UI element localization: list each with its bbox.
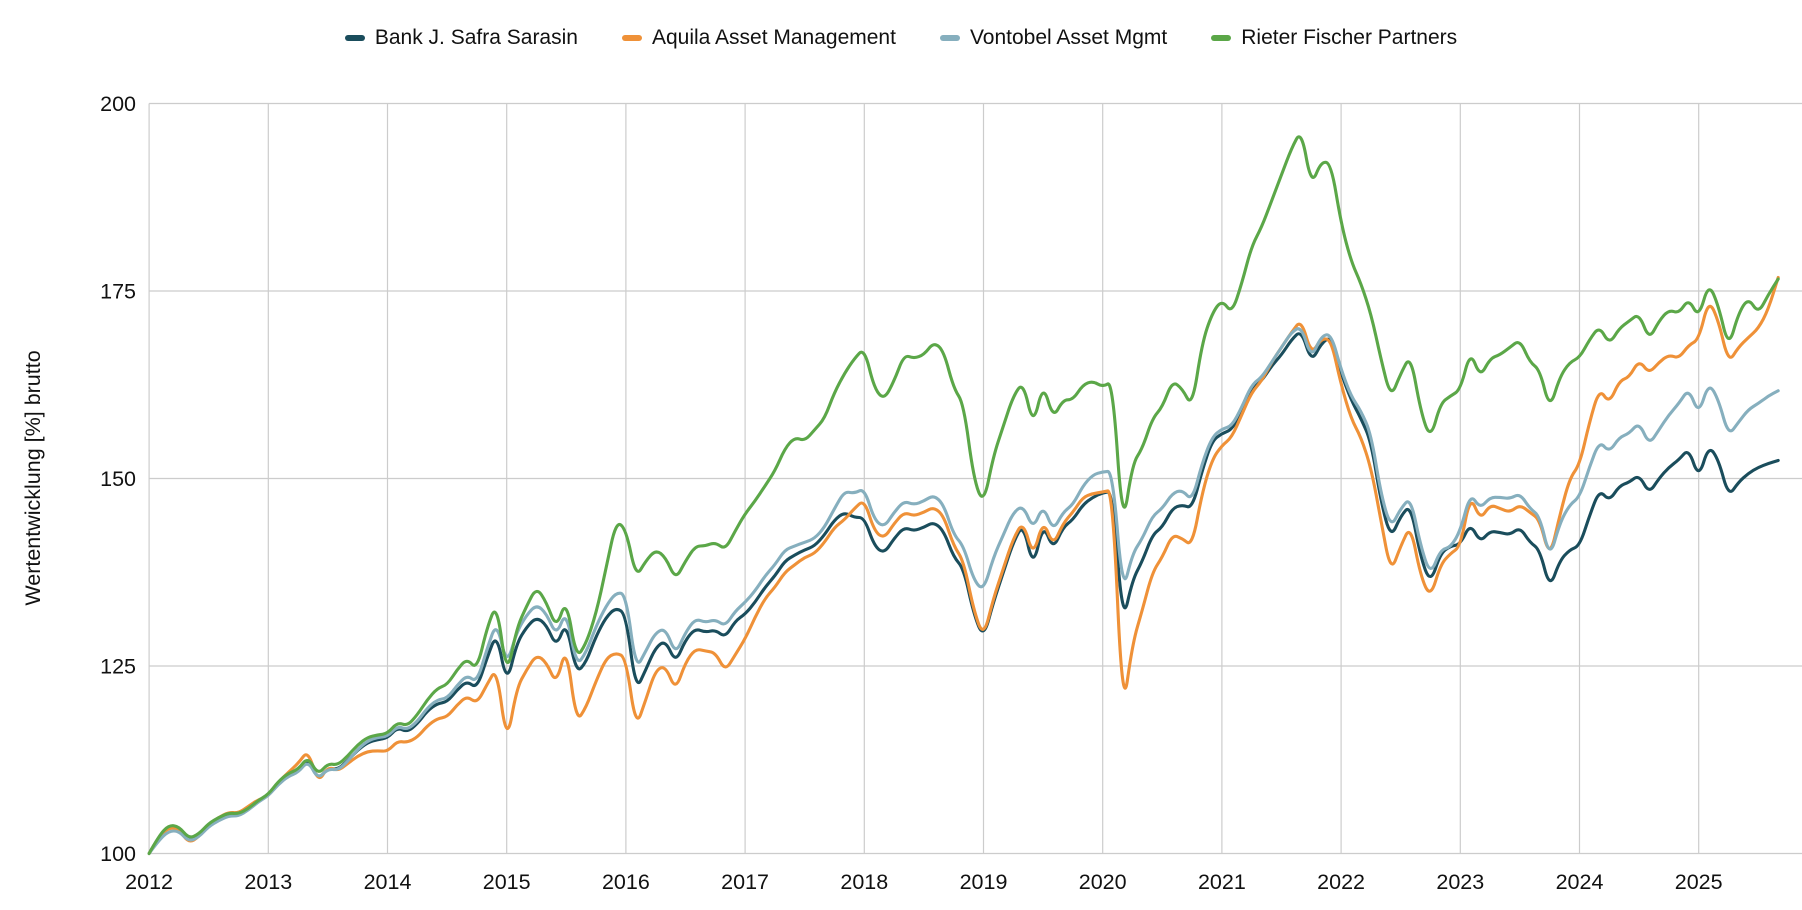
series-lines — [147, 135, 1780, 856]
legend-swatch-icon — [939, 35, 960, 41]
legend-swatch-icon — [1211, 35, 1232, 41]
legend-item-aquila-asset-management[interactable]: Aquila Asset Management — [621, 26, 896, 50]
legend-label: Bank J. Safra Sarasin — [374, 26, 578, 49]
x-tick-label: 2013 — [244, 870, 292, 894]
axis-labels: 100 125 150 175 200 2012 2013 2014 2015 2016 2017 2… — [100, 92, 1723, 894]
series-line-rieter-fischer-partners — [147, 135, 1780, 856]
y-tick-label: 150 — [100, 467, 136, 491]
x-tick-label: 2014 — [364, 870, 412, 894]
x-tick-label: 2018 — [840, 870, 888, 894]
legend-item-rieter-fischer-partners[interactable]: Rieter Fischer Partners — [1211, 26, 1457, 50]
series-line-bank-j-safra-sarasin — [147, 332, 1780, 856]
x-tick-label: 2024 — [1556, 870, 1604, 894]
x-tick-label: 2023 — [1436, 870, 1484, 894]
x-tick-label: 2025 — [1675, 870, 1723, 894]
x-tick-label: 2012 — [125, 870, 173, 894]
series-line-aquila-asset-management — [147, 275, 1780, 856]
legend-label: Vontobel Asset Mgmt — [969, 26, 1168, 49]
x-tick-label: 2017 — [721, 870, 769, 894]
x-tick-label: 2019 — [960, 870, 1008, 894]
legend-item-bank-j-safra-sarasin[interactable]: Bank J. Safra Sarasin — [344, 26, 578, 50]
legend-swatch-icon — [621, 35, 642, 41]
legend-item-vontobel-asset-mgmt[interactable]: Vontobel Asset Mgmt — [939, 26, 1168, 50]
y-axis-title: Wertentwicklung [%] brutto — [21, 350, 45, 605]
y-tick-label: 175 — [100, 280, 136, 304]
legend-label: Rieter Fischer Partners — [1241, 26, 1458, 49]
legend-swatch-icon — [344, 35, 365, 41]
chart-legend: Bank J. Safra Sarasin Aquila Asset Manage… — [0, 26, 1802, 50]
legend-label: Aquila Asset Management — [651, 26, 896, 49]
x-tick-label: 2022 — [1317, 870, 1365, 894]
x-tick-label: 2016 — [602, 870, 650, 894]
y-tick-label: 100 — [100, 842, 136, 866]
x-tick-label: 2015 — [483, 870, 531, 894]
x-tick-label: 2021 — [1198, 870, 1246, 894]
series-line-vontobel-asset-mgmt — [147, 327, 1780, 856]
y-tick-label: 125 — [100, 655, 136, 679]
x-tick-label: 2020 — [1079, 870, 1127, 894]
y-tick-label: 200 — [100, 92, 136, 116]
